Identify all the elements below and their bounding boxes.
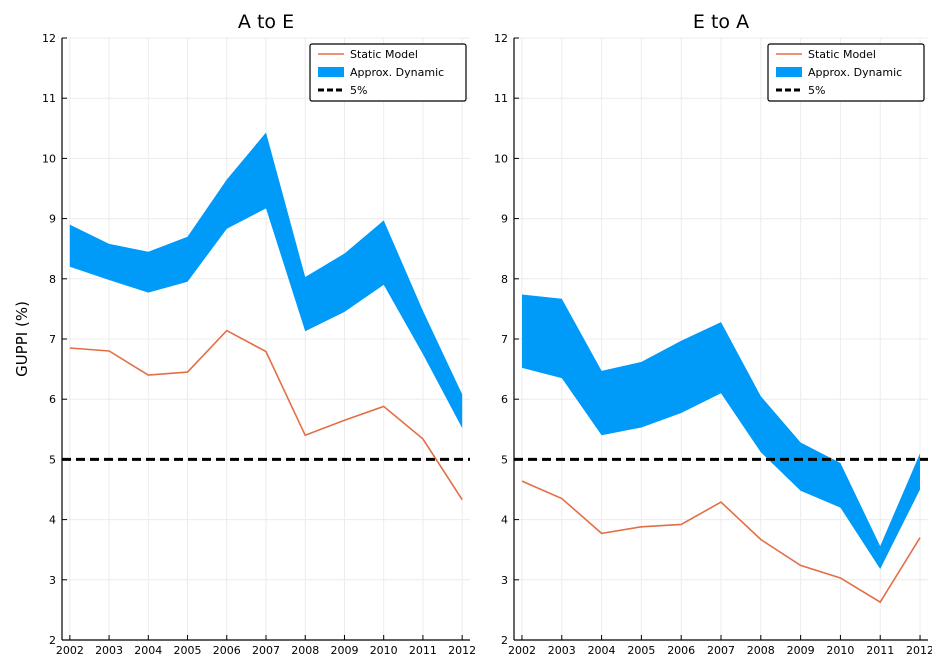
y-tick-label: 10 xyxy=(494,152,508,165)
x-tick-label: 2007 xyxy=(252,644,280,657)
x-tick-label: 2008 xyxy=(747,644,775,657)
legend: Static Model Approx. Dynamic 5% xyxy=(767,43,925,102)
x-tick-label: 2010 xyxy=(370,644,398,657)
x-tick-label: 2011 xyxy=(866,644,894,657)
y-tick-label: 5 xyxy=(501,453,508,466)
x-tick-label: 2005 xyxy=(627,644,655,657)
series-static-model-line xyxy=(69,329,463,501)
y-tick-label: 7 xyxy=(501,333,508,346)
legend-label: Static Model xyxy=(808,48,876,61)
legend-box xyxy=(309,43,467,102)
x-tick-label: 2006 xyxy=(667,644,695,657)
x-tick-label: 2009 xyxy=(787,644,815,657)
y-tick-label: 8 xyxy=(501,273,508,286)
legend-label: Approx. Dynamic xyxy=(808,66,902,79)
y-tick-label: 3 xyxy=(49,574,56,587)
x-tick-label: 2004 xyxy=(588,644,616,657)
y-tick-label: 6 xyxy=(501,393,508,406)
legend: Static Model Approx. Dynamic 5% xyxy=(309,43,467,102)
x-tick-label: 2012 xyxy=(448,644,476,657)
x-tick-label: 2006 xyxy=(213,644,241,657)
legend-swatch-approx-dynamic xyxy=(318,67,344,77)
y-tick-label: 12 xyxy=(494,32,508,45)
y-tick-label: 4 xyxy=(501,514,508,527)
y-tick-label: 11 xyxy=(494,92,508,105)
x-tick-label: 2010 xyxy=(826,644,854,657)
x-tick-label: 2004 xyxy=(134,644,162,657)
y-tick-label: 11 xyxy=(42,92,56,105)
y-tick-label: 3 xyxy=(501,574,508,587)
legend-swatch-approx-dynamic xyxy=(776,67,802,77)
y-axis-label: GUPPI (%) xyxy=(13,301,31,377)
legend-label: 5% xyxy=(350,84,367,97)
x-tick-label: 2007 xyxy=(707,644,735,657)
x-tick-label: 2012 xyxy=(906,644,932,657)
y-tick-label: 10 xyxy=(42,152,56,165)
panel-title: A to E xyxy=(238,11,294,33)
legend-label: Approx. Dynamic xyxy=(350,66,444,79)
y-tick-label: 2 xyxy=(49,634,56,647)
panel-a-to-e: 2 3 4 5 6 7 8 9 10 11 12 2002 2003 2004 2005 2006 2007 20… xyxy=(13,11,476,657)
x-tick-label: 2008 xyxy=(291,644,319,657)
x-tick-label: 2002 xyxy=(508,644,536,657)
y-tick-label: 4 xyxy=(49,514,56,527)
panel-title: E to A xyxy=(693,11,749,33)
y-tick-label: 2 xyxy=(501,634,508,647)
x-tick-label: 2011 xyxy=(409,644,437,657)
series-approx-dynamic-band xyxy=(69,132,463,429)
y-tick-label: 5 xyxy=(49,453,56,466)
series-static-model-line xyxy=(521,480,921,604)
x-tick-label: 2002 xyxy=(56,644,84,657)
x-tick-label: 2009 xyxy=(330,644,358,657)
x-tick-label: 2003 xyxy=(95,644,123,657)
x-tick-label: 2003 xyxy=(548,644,576,657)
y-tick-label: 6 xyxy=(49,393,56,406)
y-tick-label: 8 xyxy=(49,273,56,286)
legend-label: 5% xyxy=(808,84,825,97)
y-tick-label: 7 xyxy=(49,333,56,346)
series-approx-dynamic-band xyxy=(522,294,920,569)
y-tick-label: 12 xyxy=(42,32,56,45)
legend-label: Static Model xyxy=(350,48,418,61)
y-tick-label: 9 xyxy=(501,213,508,226)
panel-e-to-a: 2 3 4 5 6 7 8 9 10 11 12 2002 2003 2004 2005 2006 2007 20… xyxy=(494,11,932,657)
x-tick-label: 2005 xyxy=(174,644,202,657)
legend-box xyxy=(767,43,925,102)
y-tick-label: 9 xyxy=(49,213,56,226)
